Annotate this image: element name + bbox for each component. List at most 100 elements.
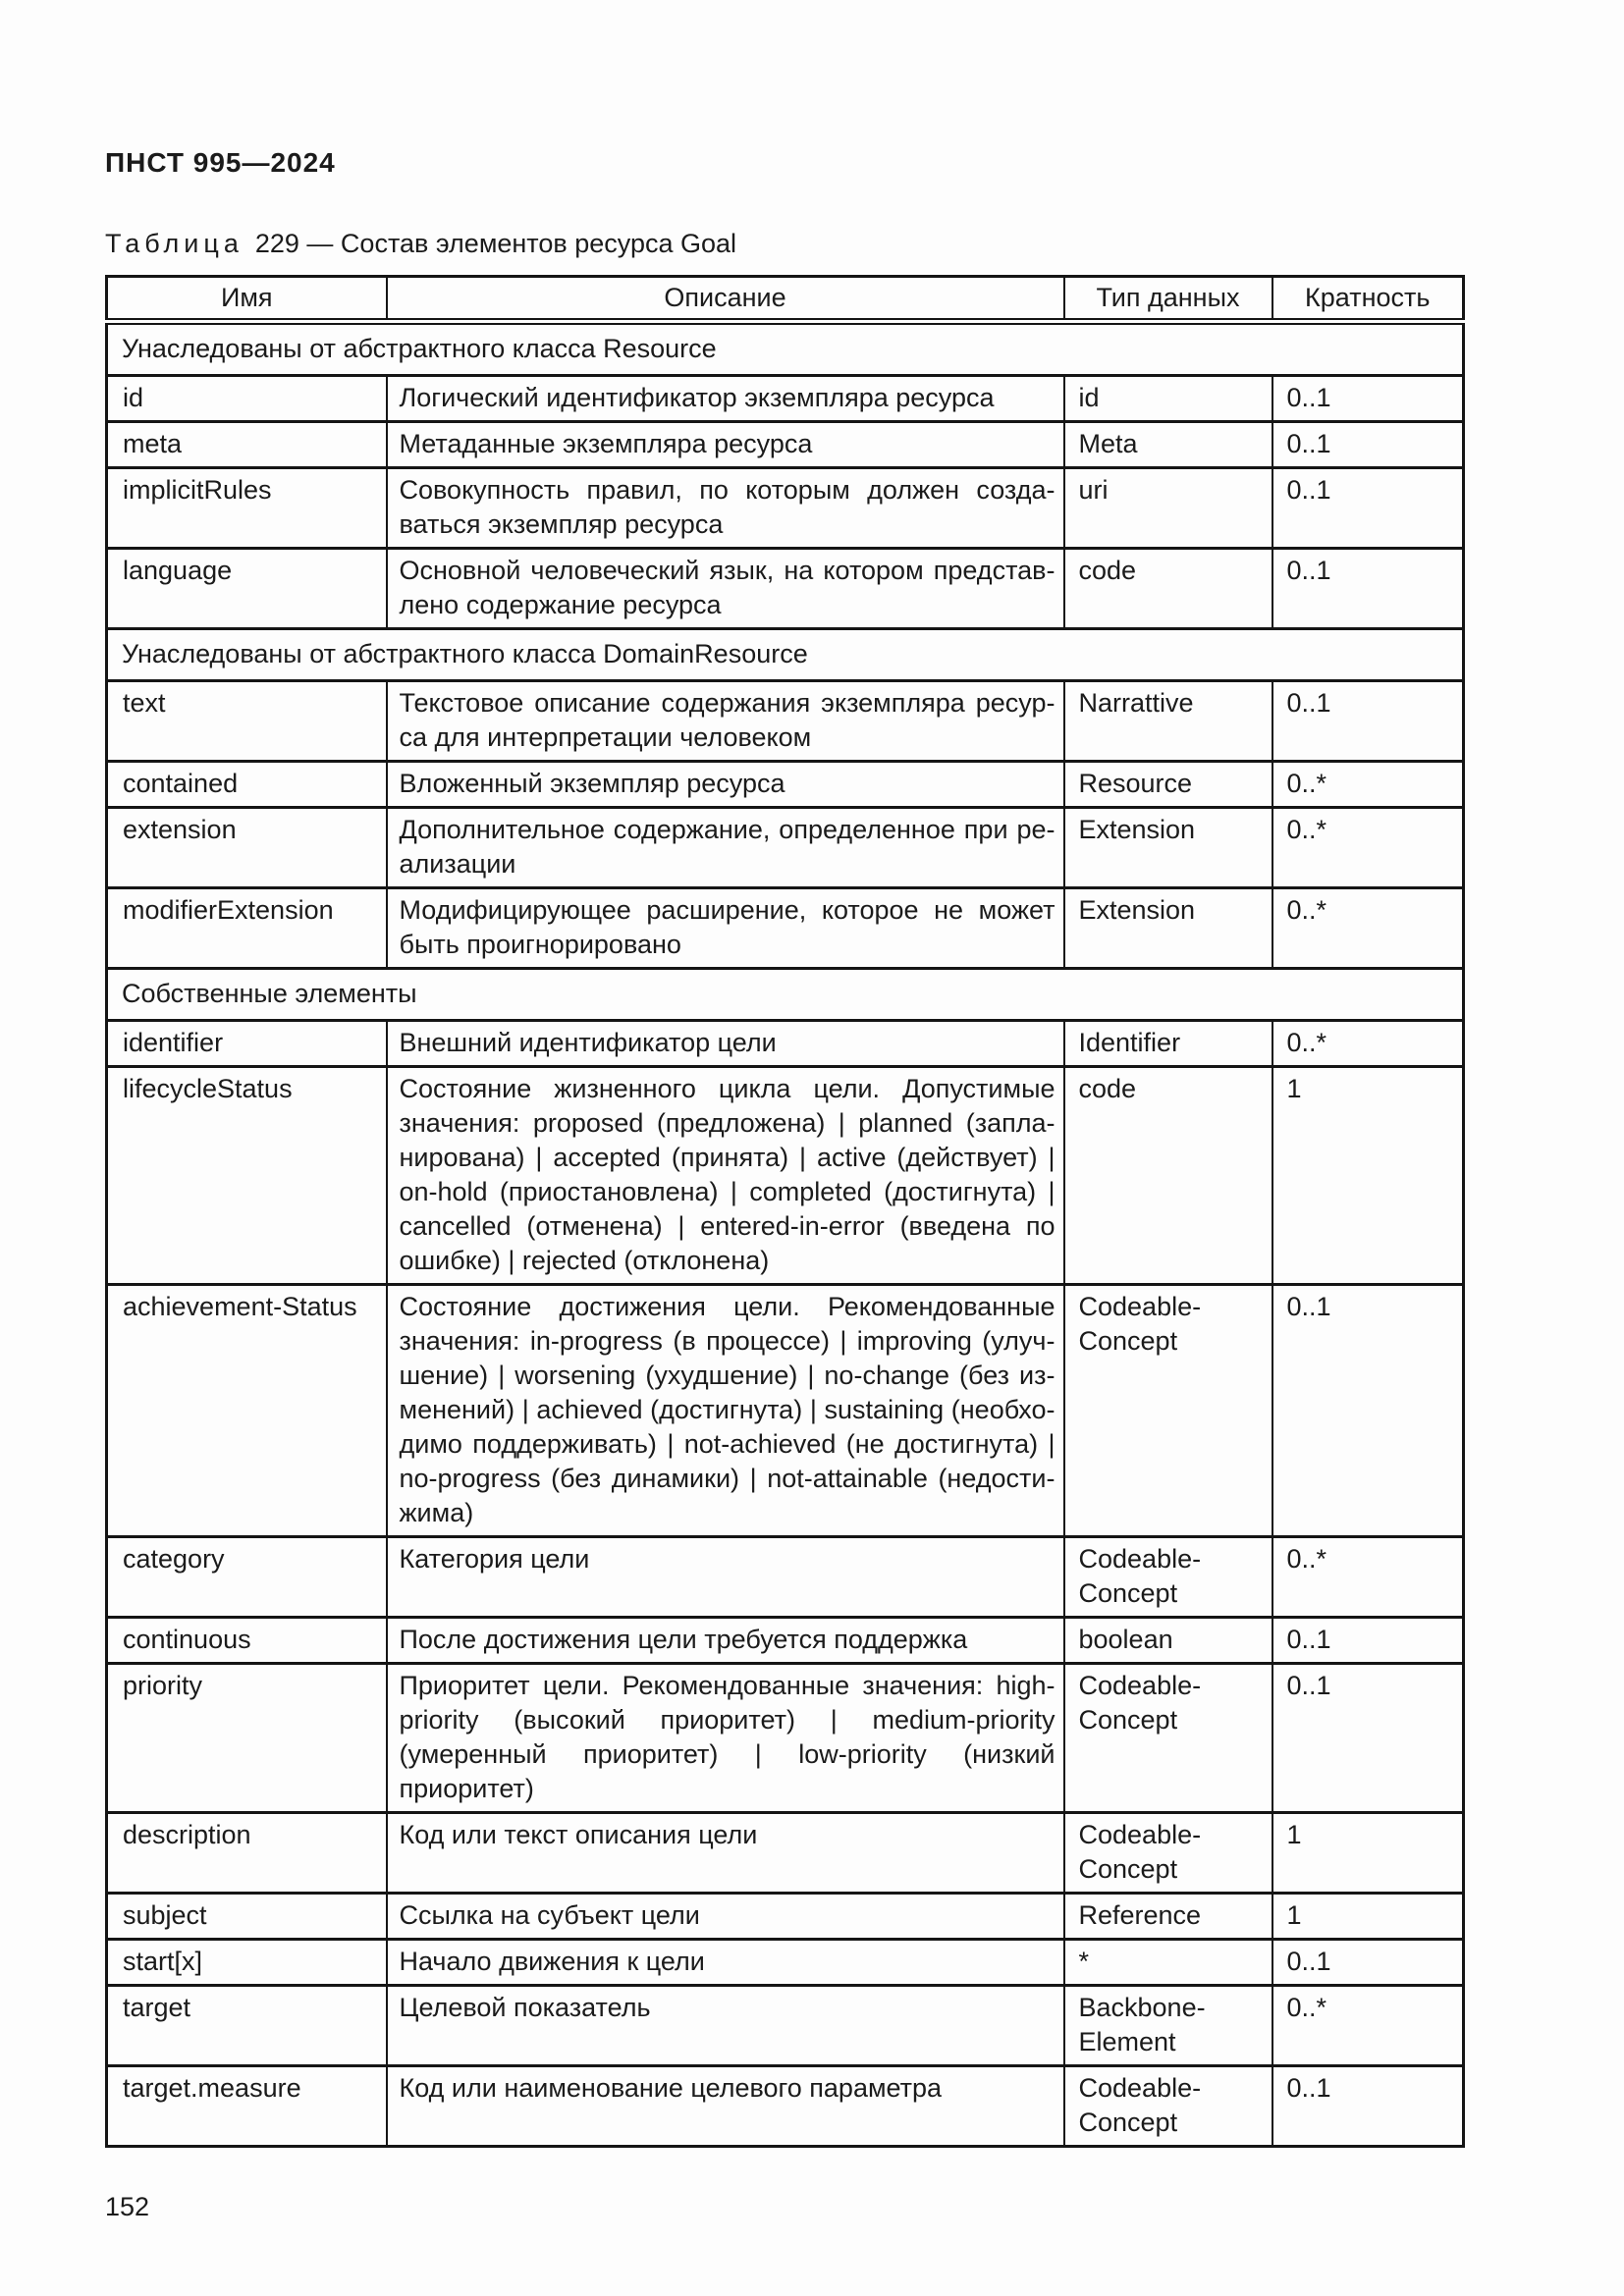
table-row: start[x] Начало движения к цели * 0..1	[105, 1938, 1465, 1987]
card-cell: 1	[1271, 1892, 1465, 1941]
table-row: modifierExtension Модифицирующее расширен…	[105, 886, 1465, 970]
section-row: Собственные элементы	[105, 967, 1465, 1022]
desc-cell: Текстовое описание содержания экземпляра…	[385, 679, 1065, 763]
type-cell: Extension	[1062, 806, 1273, 889]
desc-cell: Метаданные экземпляра ресурса	[385, 420, 1065, 469]
table-row: target Целевой показатель Backbone-Element…	[105, 1984, 1465, 2067]
section-row: Унаследованы от абстрактного класса Reso…	[105, 320, 1465, 377]
col-header-description: Описание	[385, 275, 1065, 325]
name-cell: language	[105, 547, 388, 630]
type-cell: Codeable-Concept	[1062, 1283, 1273, 1538]
desc-cell: Состояние достижения цели. Рекомендованн…	[385, 1283, 1065, 1538]
card-cell: 0..*	[1271, 760, 1465, 809]
desc-cell: Код или наименование целевого параметра	[385, 2064, 1065, 2148]
table-row: lifecycleStatus Состояние жизненного цикл…	[105, 1065, 1465, 1286]
name-cell: description	[105, 1811, 388, 1895]
type-cell: Narrattive	[1062, 679, 1273, 763]
name-cell: id	[105, 374, 388, 423]
desc-cell: Внешний идентификатор цели	[385, 1019, 1065, 1068]
header-row: Имя Описание Тип данных Кратность	[105, 275, 1465, 325]
card-cell: 0..1	[1271, 679, 1465, 763]
type-cell: code	[1062, 1065, 1273, 1286]
desc-cell: Основной человеческий язык, на котором п…	[385, 547, 1065, 630]
name-cell: extension	[105, 806, 388, 889]
name-cell: start[x]	[105, 1938, 388, 1987]
type-cell: Codeable-Concept	[1062, 1535, 1273, 1619]
name-cell: category	[105, 1535, 388, 1619]
table-body: Унаследованы от абстрактного класса Reso…	[105, 320, 1465, 2148]
name-cell: lifecycleStatus	[105, 1065, 388, 1286]
desc-cell: Код или текст описания цели	[385, 1811, 1065, 1895]
table-row: achievement-Status Состояние достижения ц…	[105, 1283, 1465, 1538]
card-cell: 0..*	[1271, 1019, 1465, 1068]
card-cell: 0..*	[1271, 806, 1465, 889]
desc-cell: Логический идентификатор экземпляра ресу…	[385, 374, 1065, 423]
page-number: 152	[105, 2192, 150, 2221]
card-cell: 0..1	[1271, 2064, 1465, 2148]
type-cell: Resource	[1062, 760, 1273, 809]
desc-cell: Вложенный экземпляр ресурса	[385, 760, 1065, 809]
table-row: target.measure Код или наименование целев…	[105, 2064, 1465, 2148]
table-row: continuous После достижения цели требуетс…	[105, 1616, 1465, 1665]
table-row: id Логический идентификатор экземпляра ре…	[105, 374, 1465, 423]
name-cell: achievement-Status	[105, 1283, 388, 1538]
table-row: contained Вложенный экземпляр ресурса Reso…	[105, 760, 1465, 809]
card-cell: 0..*	[1271, 1984, 1465, 2067]
card-cell: 0..1	[1271, 466, 1465, 550]
type-cell: Identifier	[1062, 1019, 1273, 1068]
caption-label: Таблица	[105, 229, 244, 258]
card-cell: 1	[1271, 1811, 1465, 1895]
desc-cell: После достижения цели требуется поддержк…	[385, 1616, 1065, 1665]
col-header-cardinality: Кратность	[1271, 275, 1465, 325]
type-cell: Meta	[1062, 420, 1273, 469]
card-cell: 0..1	[1271, 374, 1465, 423]
table-caption: Таблица 229 — Состав элементов ресурса Go…	[105, 228, 1624, 259]
desc-cell: Модифицирующее расширение, которое не мо…	[385, 886, 1065, 970]
name-cell: identifier	[105, 1019, 388, 1068]
type-cell: *	[1062, 1938, 1273, 1987]
name-cell: meta	[105, 420, 388, 469]
type-cell: Codeable-Concept	[1062, 1662, 1273, 1814]
table-row: subject Ссылка на субъект цели Reference 1	[105, 1892, 1465, 1941]
caption-text: 229 — Состав элементов ресурса Goal	[254, 229, 737, 258]
name-cell: contained	[105, 760, 388, 809]
desc-cell: Дополнительное содержание, определенное …	[385, 806, 1065, 889]
card-cell: 0..1	[1271, 1283, 1465, 1538]
name-cell: subject	[105, 1892, 388, 1941]
table-row: description Код или текст описания цели Co…	[105, 1811, 1465, 1895]
card-cell: 0..1	[1271, 1938, 1465, 1987]
section-label: Унаследованы от абстрактного класса Reso…	[105, 320, 1465, 377]
desc-cell: Приоритет цели. Рекомендованные значения…	[385, 1662, 1065, 1814]
table-row: identifier Внешний идентификатор цели Iden…	[105, 1019, 1465, 1068]
type-cell: uri	[1062, 466, 1273, 550]
type-cell: Backbone-Element	[1062, 1984, 1273, 2067]
name-cell: text	[105, 679, 388, 763]
card-cell: 0..1	[1271, 1616, 1465, 1665]
section-label: Собственные элементы	[105, 967, 1465, 1022]
type-cell: Codeable-Concept	[1062, 2064, 1273, 2148]
table-row: language Основной человеческий язык, на к…	[105, 547, 1465, 630]
desc-cell: Ссылка на субъект цели	[385, 1892, 1065, 1941]
col-header-type: Тип данных	[1062, 275, 1273, 325]
name-cell: implicitRules	[105, 466, 388, 550]
card-cell: 0..1	[1271, 547, 1465, 630]
desc-cell: Категория цели	[385, 1535, 1065, 1619]
name-cell: target	[105, 1984, 388, 2067]
table-row: extension Дополнительное содержание, опре…	[105, 806, 1465, 889]
table-row: category Категория цели Codeable-Concept 0.…	[105, 1535, 1465, 1619]
table-row: text Текстовое описание содержания экземп…	[105, 679, 1465, 763]
card-cell: 1	[1271, 1065, 1465, 1286]
type-cell: boolean	[1062, 1616, 1273, 1665]
name-cell: target.measure	[105, 2064, 388, 2148]
name-cell: modifierExtension	[105, 886, 388, 970]
desc-cell: Начало движения к цели	[385, 1938, 1065, 1987]
col-header-name: Имя	[105, 275, 388, 325]
name-cell: continuous	[105, 1616, 388, 1665]
table-row: meta Метаданные экземпляра ресурса Meta 0..…	[105, 420, 1465, 469]
card-cell: 0..*	[1271, 886, 1465, 970]
section-label: Унаследованы от абстрактного класса Doma…	[105, 627, 1465, 682]
goal-elements-table: Имя Описание Тип данных Кратность Унасле…	[105, 275, 1465, 2148]
type-cell: Reference	[1062, 1892, 1273, 1941]
card-cell: 0..*	[1271, 1535, 1465, 1619]
